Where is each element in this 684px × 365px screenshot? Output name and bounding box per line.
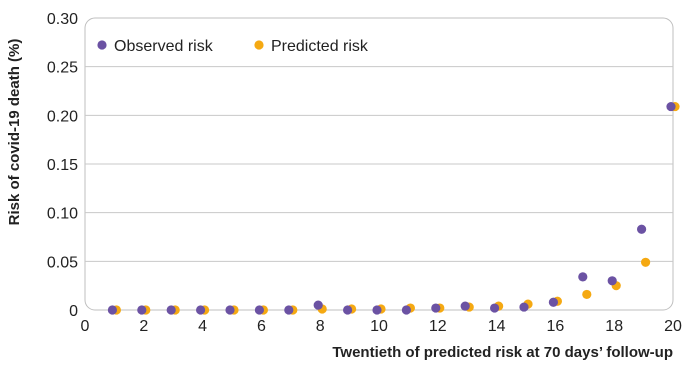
- legend-observed-label: Observed risk: [114, 38, 214, 55]
- x-tick-label: 0: [81, 318, 90, 335]
- legend: Observed risk Predicted risk: [97, 38, 369, 55]
- observed-risk-point: [519, 302, 529, 312]
- observed-risk-point: [607, 276, 617, 286]
- x-axis-title: Twentieth of predicted risk at 70 days’ …: [332, 344, 673, 361]
- y-tick-label: 0.25: [47, 60, 78, 77]
- x-tick-label: 4: [198, 318, 207, 335]
- y-tick-label: 0.10: [47, 206, 78, 223]
- legend-observed-marker: [97, 40, 107, 50]
- y-tick-label: 0.20: [47, 108, 78, 125]
- data-points: [107, 101, 680, 315]
- y-axis-ticks: 0 0.05 0.10 0.15 0.20 0.25 0.30: [47, 11, 78, 320]
- observed-risk-point: [284, 305, 294, 315]
- observed-risk-point: [343, 305, 353, 315]
- observed-risk-point: [137, 305, 147, 315]
- legend-predicted-label: Predicted risk: [271, 38, 369, 55]
- observed-risk-point: [578, 272, 588, 282]
- x-tick-label: 2: [139, 318, 148, 335]
- x-axis-ticks: 0 2 4 6 8 10 12 14 16 18 20: [81, 318, 682, 335]
- predicted-risk-point: [641, 257, 651, 267]
- observed-risk-point: [401, 305, 411, 315]
- x-tick-label: 12: [429, 318, 447, 335]
- x-tick-label: 16: [547, 318, 565, 335]
- observed-risk-point: [313, 300, 323, 310]
- observed-risk-point: [107, 305, 117, 315]
- y-tick-label: 0.05: [47, 254, 78, 271]
- observed-risk-point: [490, 303, 500, 313]
- x-tick-label: 18: [605, 318, 623, 335]
- gridlines: [85, 66, 673, 262]
- observed-risk-point: [166, 305, 176, 315]
- observed-risk-point: [666, 101, 676, 112]
- y-axis-title: Risk of covid-19 death (%): [6, 39, 23, 226]
- observed-risk-point: [254, 305, 264, 315]
- observed-risk-point: [372, 305, 382, 315]
- observed-risk-point: [637, 224, 647, 234]
- observed-risk-point: [460, 301, 470, 311]
- y-tick-label: 0.30: [47, 11, 78, 28]
- x-tick-label: 8: [316, 318, 325, 335]
- x-tick-label: 10: [370, 318, 388, 335]
- observed-risk-point: [225, 305, 235, 315]
- x-tick-label: 14: [488, 318, 506, 335]
- y-tick-label: 0.15: [47, 157, 78, 174]
- legend-predicted-marker: [254, 40, 264, 50]
- observed-risk-point: [548, 297, 559, 307]
- x-tick-label: 6: [257, 318, 266, 335]
- predicted-risk-point: [582, 289, 592, 300]
- observed-risk-point: [431, 303, 441, 313]
- y-tick-label: 0: [69, 303, 78, 320]
- observed-risk-point: [196, 305, 206, 315]
- x-tick-label: 20: [664, 318, 682, 335]
